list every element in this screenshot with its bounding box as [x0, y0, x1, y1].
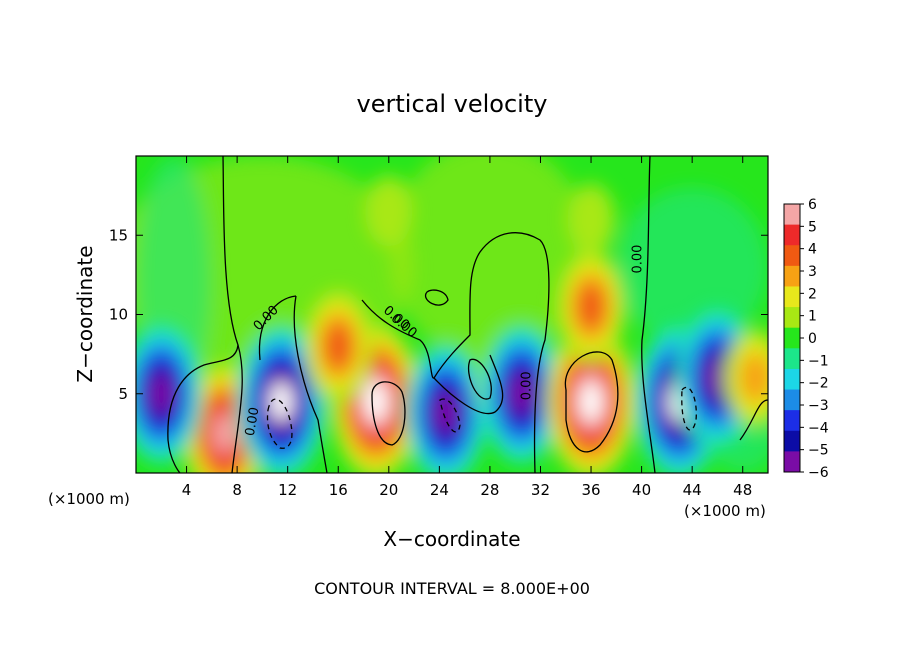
field-region	[388, 156, 592, 363]
x-tick-label: 40	[632, 481, 651, 499]
colorbar-swatch	[784, 389, 800, 411]
x-tick-label: 16	[329, 481, 348, 499]
contour-line	[293, 295, 328, 473]
field-region	[212, 412, 237, 454]
contour-label: 0.00	[243, 406, 263, 437]
colorbar-swatch	[784, 451, 800, 473]
colorbar-label: 3	[808, 264, 817, 280]
contour-line	[167, 156, 239, 473]
x-tick-label: 36	[581, 481, 600, 499]
x-tick-label: 32	[531, 481, 550, 499]
contour-line	[371, 381, 406, 446]
plot-area: 0.000.00 0.000.000.000.00	[136, 156, 768, 473]
x-tick-label: 8	[232, 481, 242, 499]
contour-line	[439, 398, 461, 433]
field-region	[705, 357, 730, 399]
field-region	[365, 175, 413, 248]
colorbar-swatch	[784, 245, 800, 267]
colorbar-label: 0	[808, 331, 817, 347]
contour-line	[424, 289, 449, 306]
field-region	[739, 352, 768, 403]
colorbar-swatch	[784, 327, 800, 349]
contour-label: 0.00	[519, 371, 534, 400]
y-tick-label: 15	[109, 226, 128, 244]
chart-title: vertical velocity	[357, 90, 548, 118]
colorbar-label: −2	[808, 376, 829, 392]
colorbar-label: −6	[808, 465, 829, 481]
colorbar-swatch	[784, 204, 800, 226]
y-axis-label: Z−coordinate	[73, 245, 97, 382]
contour-line	[266, 398, 293, 449]
field-region	[364, 382, 388, 422]
field-region	[577, 283, 605, 330]
colorbar-swatch	[784, 224, 800, 246]
colorbar: 6 5 4 3 2 1 0 −1 −2 −3 −4 −5 −6	[783, 197, 829, 481]
colorbar-label: 4	[808, 242, 817, 258]
contour-line	[641, 156, 656, 473]
field-region	[324, 323, 352, 370]
x-tick-label: 20	[379, 481, 398, 499]
contour-line	[433, 354, 504, 415]
x-axis: 4 8 12 16 20 24 28 32 36 40 44 48	[182, 156, 752, 499]
colorbar-label: 2	[808, 286, 817, 302]
colorbar-swatch	[784, 410, 800, 432]
field-region	[433, 392, 458, 434]
contour-line	[739, 399, 768, 441]
contour-line	[467, 358, 492, 400]
colorbar-swatch	[784, 286, 800, 308]
colorbar-label: −1	[808, 353, 829, 369]
colorbar-swatch	[784, 265, 800, 287]
contour-line	[258, 295, 297, 361]
x-tick-label: 4	[182, 481, 192, 499]
field-region	[509, 373, 534, 415]
velocity-field	[136, 156, 768, 473]
colorbar-swatch	[784, 307, 800, 329]
contour-line	[564, 351, 619, 453]
x-axis-label: X−coordinate	[383, 527, 520, 551]
contour-interval-note: CONTOUR INTERVAL = 8.000E+00	[314, 579, 590, 598]
colorbar-label: −4	[808, 420, 829, 436]
colorbar-label: 5	[808, 219, 817, 235]
x-tick-label: 24	[430, 481, 449, 499]
y-axis: 5 10 15	[109, 226, 768, 403]
field-region	[567, 183, 615, 256]
colorbar-label: −5	[808, 443, 829, 459]
x-tick-label: 12	[278, 481, 297, 499]
contour-line	[361, 232, 550, 473]
colorbar-label: −3	[808, 398, 829, 414]
colorbar-swatch	[784, 348, 800, 370]
field-region	[579, 382, 603, 422]
colorbar-swatch	[784, 430, 800, 452]
contour-label: 0.00	[631, 245, 646, 274]
x-tick-label: 28	[480, 481, 499, 499]
field-region	[616, 187, 768, 347]
x-tick-label: 44	[683, 481, 702, 499]
x-unit-label-right: (×1000 m)	[684, 502, 766, 520]
colorbar-label: 1	[808, 309, 817, 325]
contour-line	[231, 344, 243, 473]
colorbar-label: 6	[808, 197, 817, 213]
y-tick-label: 5	[118, 385, 128, 403]
x-tick-label: 48	[733, 481, 752, 499]
field-region	[149, 373, 174, 415]
colorbar-swatch	[784, 368, 800, 391]
zero-contours	[167, 156, 768, 473]
y-tick-label: 10	[109, 306, 128, 324]
x-unit-label-left: (×1000 m)	[48, 490, 130, 508]
